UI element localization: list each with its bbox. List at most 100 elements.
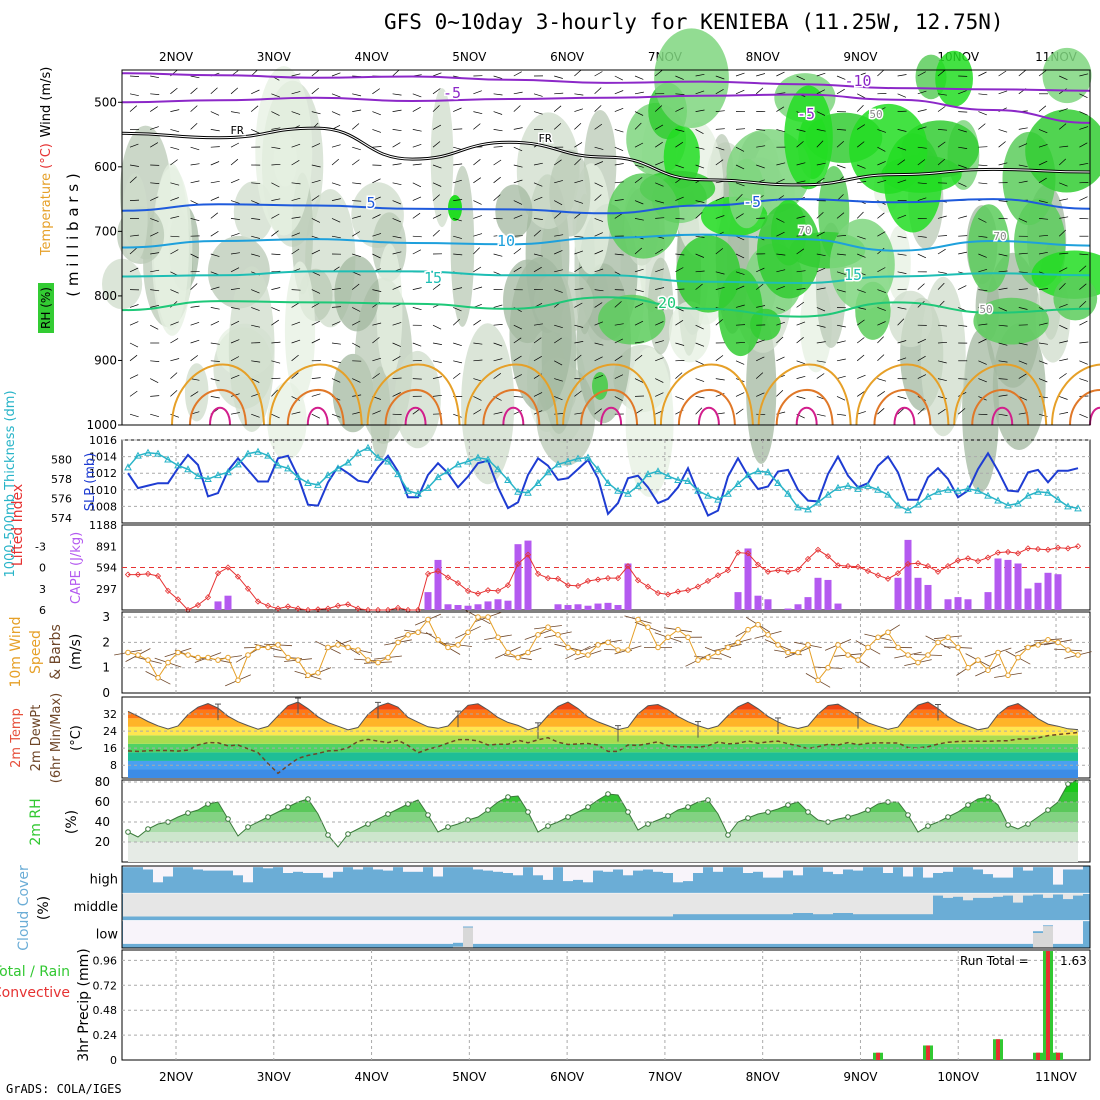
wind-barb — [493, 75, 503, 79]
wind-barb — [836, 413, 846, 416]
credit-text: GrADS: COLA/IGES — [6, 1082, 122, 1096]
wind-barb — [655, 182, 664, 187]
wind-barb — [675, 372, 683, 379]
wind-barb — [129, 105, 138, 112]
wind-barb — [513, 71, 522, 77]
wind-barb — [210, 146, 220, 148]
wind10-point — [355, 647, 361, 653]
wind-barb — [150, 378, 159, 384]
rh-shading — [888, 290, 933, 348]
thickness-point — [434, 473, 442, 481]
wind-barb — [291, 289, 301, 291]
cloud-cell — [463, 893, 473, 917]
wind-barb — [776, 336, 784, 344]
wind-barb — [816, 162, 826, 166]
wind-barb — [230, 111, 240, 114]
wind-barb — [331, 198, 341, 201]
wind-barb — [493, 358, 503, 362]
wind-barb — [352, 307, 361, 312]
wind-barb — [776, 253, 786, 256]
cloud-cell — [163, 920, 173, 944]
li-point — [484, 587, 492, 594]
wind-barb — [856, 337, 865, 344]
cloud-cell — [743, 866, 753, 873]
wind-barb — [856, 211, 864, 219]
wind-barb — [715, 75, 725, 80]
cloud-cell — [1023, 920, 1033, 944]
cloud-cell — [623, 893, 633, 917]
li-point — [624, 563, 632, 570]
temperature-contour-warm — [580, 388, 639, 426]
wind-barb — [897, 318, 905, 326]
wind-barb — [170, 146, 180, 150]
wind-barb — [372, 373, 380, 379]
cloud-cell — [853, 920, 863, 944]
wind-barb — [251, 129, 260, 134]
temperature-contour-warm — [384, 388, 443, 426]
thickness-point — [914, 500, 922, 508]
wind-barb — [1058, 282, 1066, 290]
temperature-contour-warm — [775, 388, 834, 426]
cloud-cell — [233, 866, 243, 876]
thickness-point — [714, 495, 722, 503]
cloud-cell — [493, 893, 503, 917]
wind-barb — [311, 218, 321, 223]
wind-barb — [473, 359, 483, 362]
wind-barb — [190, 123, 198, 130]
wind-barb — [453, 342, 462, 347]
wind-barb — [816, 373, 825, 379]
cloud-cell — [673, 866, 683, 883]
wind-barb — [755, 283, 764, 290]
wind10-point — [955, 644, 961, 651]
wind10-point — [195, 654, 201, 661]
wind-barb — [372, 196, 381, 201]
wind-barb — [917, 126, 927, 130]
wind-barb — [756, 73, 765, 77]
wind-barb — [271, 163, 281, 166]
cloud-cell — [133, 893, 143, 917]
wind-barb — [735, 304, 745, 308]
wind-barb — [1079, 196, 1088, 201]
cloud-cell — [483, 920, 493, 944]
wind-barb — [311, 377, 321, 379]
temp2m-band — [128, 718, 1078, 727]
wind-barb — [493, 129, 503, 132]
temp2m-band — [128, 769, 1078, 778]
wind-barb — [170, 289, 179, 294]
temperature-contour-hot — [991, 406, 1014, 426]
temperature-contour-warm — [971, 388, 1030, 426]
wind-barb — [978, 306, 988, 308]
cloud-cell — [273, 920, 283, 944]
li-point — [464, 587, 472, 594]
rh-shading-moist — [784, 85, 833, 190]
cloud-cell — [643, 866, 653, 870]
thickness-point — [614, 486, 622, 494]
li-point — [134, 571, 142, 578]
wind-barb — [129, 342, 139, 348]
slp-frame — [121, 439, 1091, 524]
wind10-point — [615, 647, 621, 653]
wind-barb — [978, 123, 986, 130]
precip-bar-convective — [1046, 951, 1050, 1060]
wind-barb — [594, 194, 602, 201]
rh2m-point — [545, 823, 551, 829]
rh2m-point — [805, 809, 811, 815]
wind-barb — [453, 307, 462, 312]
wind-barb — [331, 360, 341, 363]
wind-barb — [715, 146, 725, 151]
temperature-contour-hot — [600, 406, 623, 426]
pressure-tick: 600 — [94, 160, 117, 174]
wind-axis-label: Wind (m/s) — [39, 67, 54, 138]
wind-barb — [190, 200, 199, 205]
wind-barb — [452, 318, 461, 326]
cape-bar — [994, 558, 1002, 610]
dewpt-label: 2m DewPt — [29, 705, 44, 772]
li-point — [524, 551, 532, 558]
cloud-cell — [383, 893, 393, 917]
wind-barb — [937, 129, 948, 131]
wind10-point — [965, 664, 971, 671]
cloud-cell — [653, 866, 663, 872]
cloud-cell — [303, 866, 313, 873]
wind-barb — [655, 217, 665, 219]
